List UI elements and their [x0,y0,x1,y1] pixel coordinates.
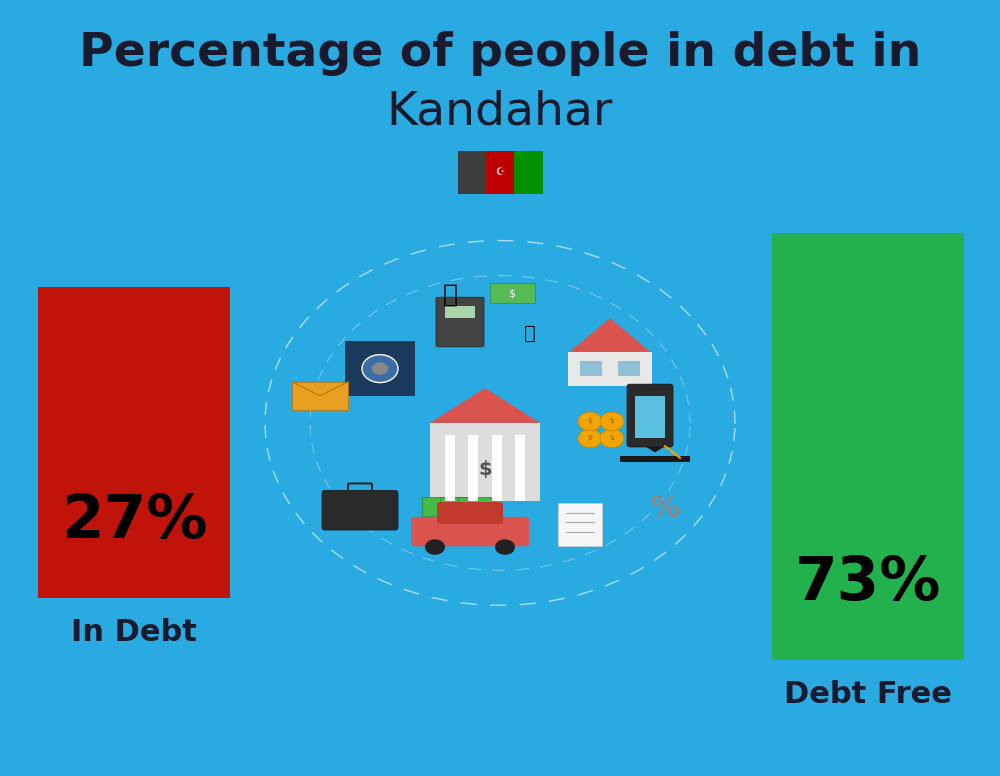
Circle shape [362,355,398,383]
Polygon shape [568,318,652,353]
FancyBboxPatch shape [635,396,665,438]
FancyBboxPatch shape [436,297,484,347]
Text: $: $ [509,289,516,298]
Text: $: $ [610,418,614,424]
Text: $: $ [610,435,614,442]
Circle shape [372,362,388,375]
FancyBboxPatch shape [618,361,640,376]
FancyBboxPatch shape [772,233,964,660]
FancyBboxPatch shape [440,497,476,516]
Circle shape [578,412,602,431]
FancyBboxPatch shape [38,287,230,598]
FancyBboxPatch shape [514,151,542,193]
FancyBboxPatch shape [580,361,602,376]
FancyBboxPatch shape [458,151,486,193]
FancyBboxPatch shape [422,497,458,516]
FancyBboxPatch shape [345,341,415,396]
FancyBboxPatch shape [568,352,652,386]
FancyBboxPatch shape [445,306,475,318]
Text: Percentage of people in debt in: Percentage of people in debt in [79,31,921,76]
FancyBboxPatch shape [490,283,535,303]
FancyBboxPatch shape [627,384,673,447]
Text: 27%: 27% [61,492,207,551]
FancyBboxPatch shape [515,435,525,501]
FancyBboxPatch shape [437,502,503,524]
FancyBboxPatch shape [322,490,398,530]
FancyBboxPatch shape [430,423,540,501]
Text: 73%: 73% [795,554,941,613]
Text: Kandahar: Kandahar [387,89,613,134]
FancyBboxPatch shape [411,517,529,546]
FancyBboxPatch shape [445,435,455,501]
Circle shape [495,539,515,555]
FancyBboxPatch shape [468,435,478,501]
FancyBboxPatch shape [558,503,602,546]
Text: $: $ [588,435,592,442]
FancyBboxPatch shape [458,497,494,516]
Text: Debt Free: Debt Free [784,680,952,709]
Polygon shape [430,388,540,423]
Text: 🔑: 🔑 [524,324,536,343]
Circle shape [578,429,602,448]
Polygon shape [645,440,665,452]
Text: %: % [650,494,680,523]
Text: $: $ [478,460,492,479]
Circle shape [425,539,445,555]
FancyBboxPatch shape [486,151,514,193]
Text: $: $ [588,418,592,424]
Polygon shape [620,456,690,462]
Circle shape [600,412,624,431]
FancyBboxPatch shape [492,435,502,501]
FancyBboxPatch shape [292,382,348,410]
Circle shape [600,429,624,448]
Text: In Debt: In Debt [71,618,197,647]
Text: ☪: ☪ [496,168,504,177]
Text: 🦅: 🦅 [442,283,458,307]
